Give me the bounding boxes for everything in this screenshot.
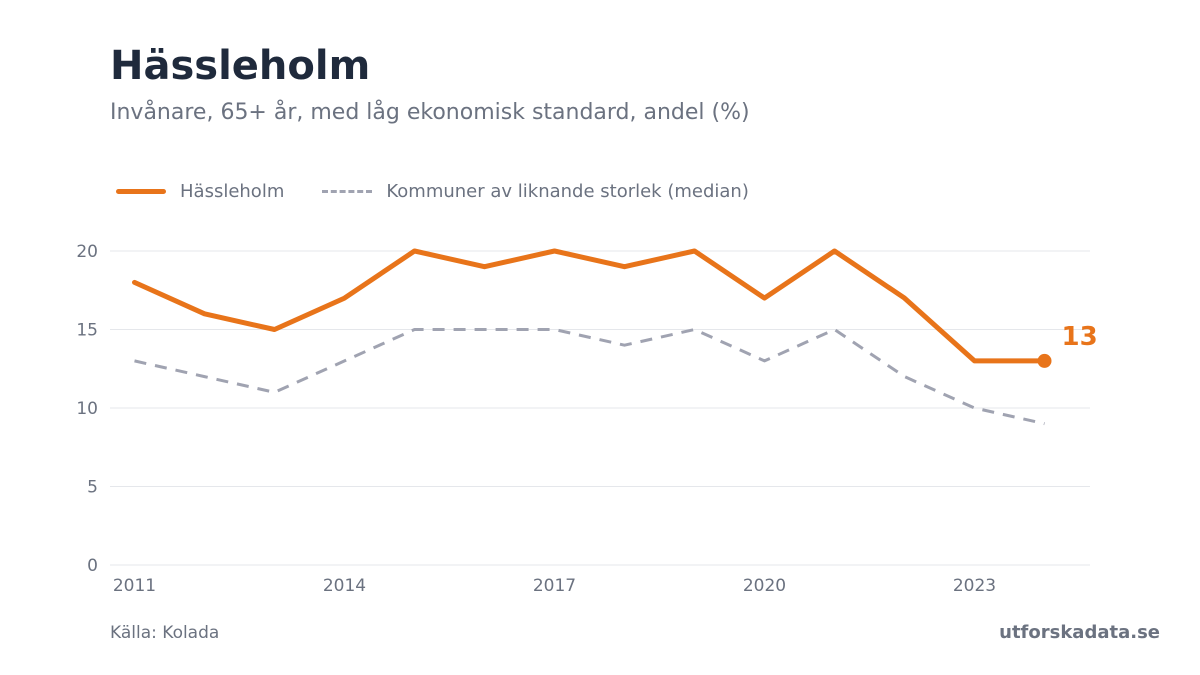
x-tick-label: 2017: [533, 576, 576, 596]
brand-logo-text: utforskadata.se: [999, 622, 1160, 643]
series-layer: [132, 248, 1052, 426]
x-tick-label: 2023: [953, 576, 996, 596]
series-line-hassleholm: [132, 248, 1047, 364]
y-tick-label: 20: [76, 242, 98, 262]
legend-item-comparison: Kommuner av liknande storlek (median): [322, 181, 749, 202]
x-axis: 2011 2014 2017 2020 2023: [113, 576, 996, 596]
y-tick-label: 15: [76, 321, 98, 341]
source-note: Källa: Kolada: [110, 623, 220, 643]
legend-label-primary: Hässleholm: [180, 180, 285, 202]
legend-label-comparison: Kommuner av liknande storlek (median): [386, 180, 749, 202]
chart-subtitle: Invånare, 65+ år, med låg ekonomisk stan…: [110, 100, 750, 125]
annotation-layer: 13: [1062, 322, 1098, 352]
end-value-label: 13: [1062, 322, 1098, 352]
legend-swatch-dashed: [322, 189, 373, 193]
x-tick-label: 2011: [113, 576, 156, 596]
y-tick-label: 10: [76, 399, 98, 419]
x-tick-label: 2020: [743, 576, 786, 596]
series-line-median: [134, 328, 1045, 426]
y-tick-label: 0: [87, 556, 98, 576]
chart-title: Hässleholm: [110, 43, 371, 89]
legend-item-primary: Hässleholm: [116, 181, 284, 202]
y-axis: 0 5 10 15 20: [76, 242, 98, 576]
legend-swatch-solid: [116, 188, 166, 194]
x-tick-label: 2014: [323, 576, 366, 596]
legend: Hässleholm Kommuner av liknande storlek …: [116, 178, 787, 204]
y-tick-label: 5: [87, 478, 98, 498]
series-end-point: [1037, 353, 1052, 368]
grid-layer: [110, 250, 1090, 566]
